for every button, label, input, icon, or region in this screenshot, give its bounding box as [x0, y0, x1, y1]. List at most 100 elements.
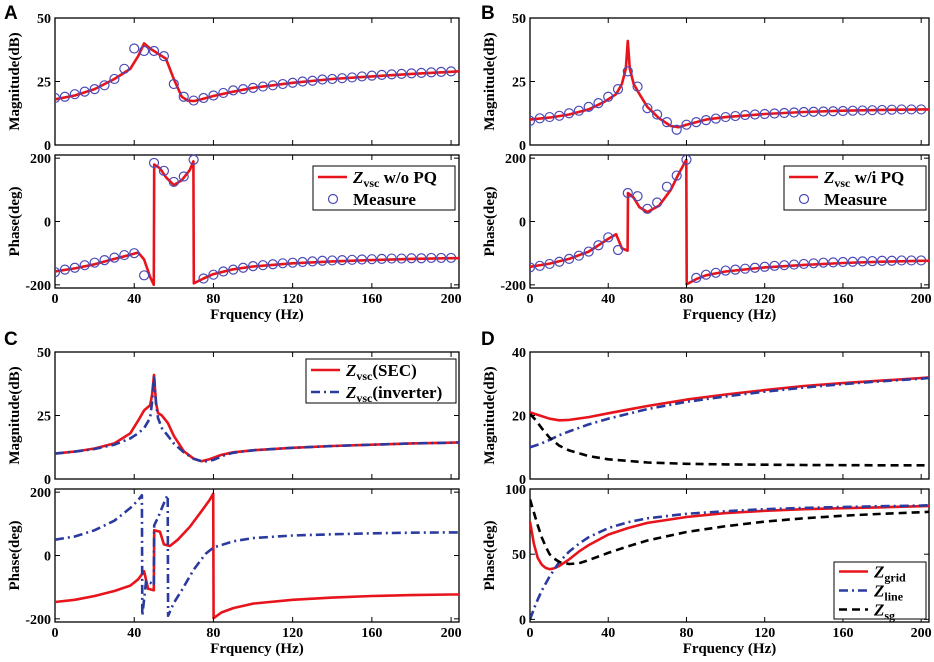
measure-point: [208, 90, 219, 101]
y-tick-label: -200: [25, 613, 51, 628]
x-tick-label: 80: [679, 292, 693, 307]
measure-point: [238, 262, 249, 273]
legend-label: Measure: [824, 190, 887, 209]
y-tick-label: 25: [37, 76, 51, 91]
legend-label: Zsg: [873, 601, 895, 623]
measure-point: [534, 260, 545, 271]
y-tick-label: 50: [37, 346, 51, 361]
measure-point: [267, 80, 278, 91]
measure-point: [89, 257, 100, 268]
measure-point: [534, 113, 545, 124]
measure-point: [700, 115, 712, 126]
y-tick-label: 0: [519, 473, 526, 488]
measure-point: [720, 111, 731, 123]
plot-frame: [529, 351, 930, 480]
measure-point: [896, 255, 907, 266]
measure-point: [198, 273, 209, 284]
measure-point: [916, 104, 927, 115]
measure-point: [906, 255, 917, 266]
measure-point: [906, 104, 917, 115]
measure-point: [445, 252, 457, 264]
measure-point: [876, 255, 888, 266]
series-group: [530, 499, 929, 620]
y-axis-label: Phase(deg): [482, 187, 498, 257]
measure-point: [109, 73, 120, 85]
measure-point: [228, 85, 239, 96]
measure-point: [808, 258, 819, 269]
legend-panel-c: Zvsc(SEC)Zvsc(inverter): [305, 358, 457, 405]
measure-point: [740, 263, 751, 274]
measure-point: [386, 69, 397, 80]
measure-point: [740, 109, 751, 121]
x-tick-label: 0: [52, 292, 59, 307]
series-line-zsg: [530, 499, 929, 566]
measure-point: [436, 252, 447, 264]
measure-point: [119, 63, 130, 74]
measure-point: [178, 91, 189, 102]
measure-point: [158, 165, 170, 176]
x-tick-label: 0: [527, 292, 534, 307]
measure-point: [691, 117, 702, 128]
series-group: [55, 492, 459, 620]
x-tick-label: 200: [911, 626, 932, 641]
measure-point: [277, 78, 288, 90]
axes-C-phase: 0 40 80 120 160 200-2000200Phase(deg)Frquency…: [7, 486, 462, 657]
measure-point: [148, 157, 160, 169]
series-group: [530, 39, 929, 135]
measure-point: [788, 259, 800, 270]
measure-point: [346, 254, 358, 265]
measure-point: [818, 257, 829, 268]
measure-point: [99, 80, 110, 91]
x-tick-label: 160: [361, 292, 382, 307]
series-group: [55, 373, 459, 464]
x-tick-label: 0: [527, 626, 534, 641]
measure-point: [847, 105, 858, 116]
measure-point: [59, 91, 71, 102]
x-tick-label: 160: [832, 292, 853, 307]
measure-point: [632, 81, 643, 92]
axes-A-mag: 0 25 50 Magnitude(dB): [7, 12, 460, 154]
measure-point: [297, 76, 308, 87]
measure-point: [317, 74, 328, 85]
measure-point: [652, 197, 663, 208]
measure-point: [573, 105, 584, 116]
measure-point: [642, 103, 653, 114]
y-tick-label: -200: [500, 279, 526, 294]
measure-point: [346, 72, 358, 83]
legend-label: Zvsc(inverter): [345, 383, 442, 405]
measure-point: [622, 187, 633, 199]
measure-point: [544, 111, 555, 123]
legend-box: [305, 358, 457, 404]
measure-point: [788, 107, 800, 118]
measure-point: [583, 246, 594, 257]
series-line-zvsc-w-i-pq: [530, 39, 929, 129]
series-line-zvsc-sec-: [55, 492, 459, 620]
measure-point: [564, 108, 575, 119]
x-tick-label: 40: [127, 626, 141, 641]
measure-point: [808, 106, 819, 117]
measure-point: [593, 240, 604, 251]
legend-label: Zvsc w/i PQ: [823, 168, 904, 190]
measure-point: [603, 91, 614, 102]
measure-point: [564, 253, 575, 264]
measure-point: [720, 265, 731, 276]
measure-point: [257, 260, 269, 271]
x-axis-label: Frquency (Hz): [683, 307, 776, 323]
y-tick-label: 200: [505, 152, 526, 167]
panel-letter-c: C: [4, 329, 18, 350]
panel-letters: A B C D: [4, 3, 495, 350]
x-tick-label: 80: [206, 292, 220, 307]
x-tick-label: 120: [754, 626, 775, 641]
measure-point: [730, 264, 741, 275]
axes-B-mag: 0 25 50 Magnitude(dB): [482, 12, 930, 154]
series-line-zvsc-w-i-pq: [530, 158, 929, 286]
measure-point: [622, 66, 633, 77]
measure-point: [396, 68, 407, 79]
y-tick-label: 0: [519, 139, 526, 154]
measure-point: [208, 269, 219, 280]
measure-point: [818, 106, 829, 117]
y-tick-label: 50: [512, 12, 526, 27]
